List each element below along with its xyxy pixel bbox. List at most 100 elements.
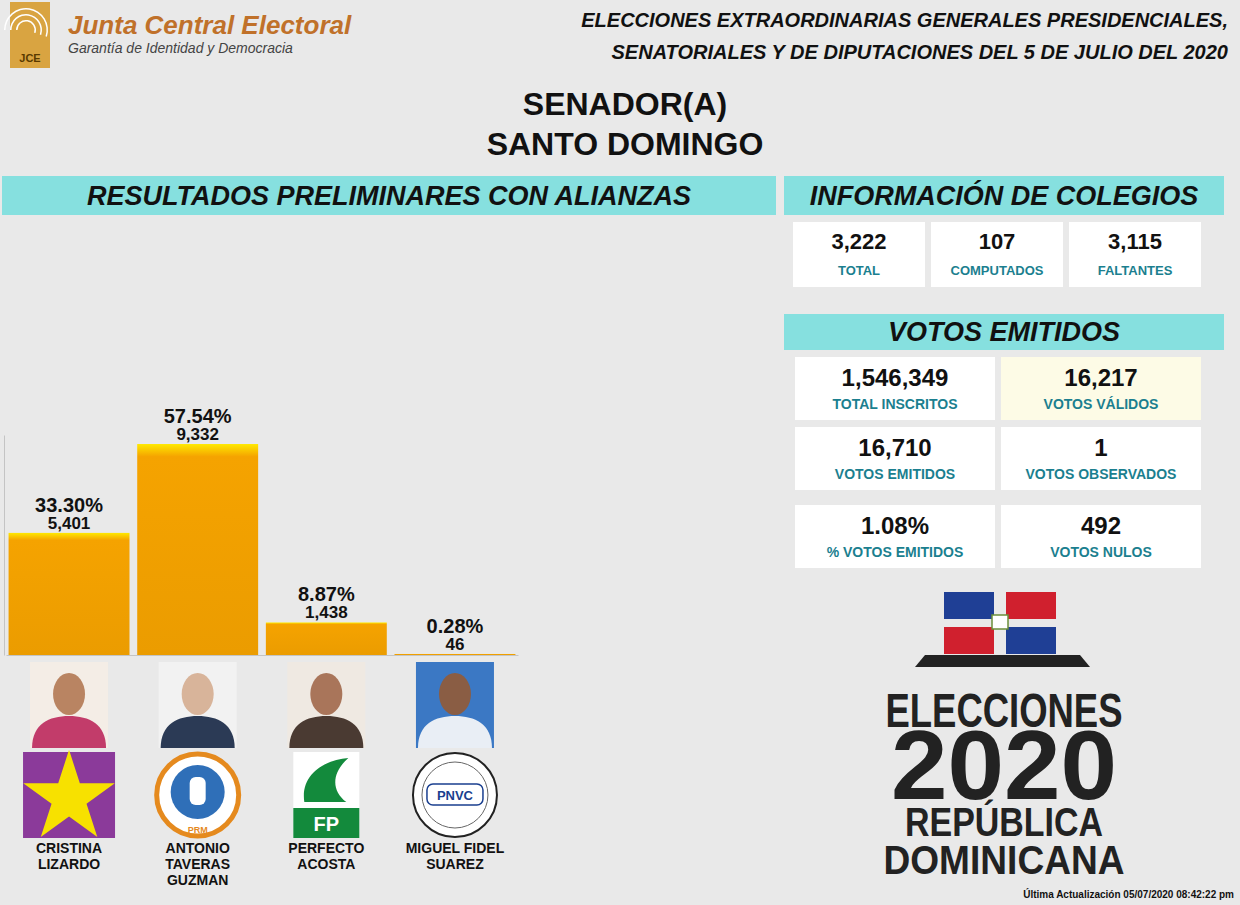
flag-part [944, 592, 994, 619]
band [784, 314, 1224, 350]
card-value: 107 [979, 229, 1016, 254]
logo-inner [171, 765, 225, 819]
card-label: % VOTOS EMITIDOS [827, 544, 964, 560]
candidate-photo [30, 662, 108, 748]
race-province: SANTO DOMINGO [487, 126, 764, 162]
tagline: Garantía de Identidad y Democracia [68, 40, 293, 56]
photo-bg [30, 662, 108, 748]
card-label: VOTOS VÁLIDOS [1044, 396, 1159, 412]
photo-bg [159, 662, 237, 748]
photo-body [32, 716, 106, 748]
bar [395, 654, 516, 655]
band-title: VOTOS EMITIDOS [888, 317, 1120, 347]
card-label: VOTOS OBSERVADOS [1026, 466, 1177, 482]
chart: 33.30%5,40157.54%9,3328.87%1,4380.28%46C… [5, 405, 519, 888]
candidate-name: MIGUEL FIDELSUAREZ [406, 840, 505, 872]
info-card [793, 222, 925, 287]
party-logo: PNVC [413, 753, 497, 837]
candidate-photo [287, 662, 365, 748]
info-card [931, 222, 1063, 287]
flag-emblem [992, 615, 1008, 629]
vote-card [795, 357, 995, 420]
logo-box [427, 784, 483, 805]
bar [137, 444, 258, 655]
party-logo: FP [293, 752, 359, 838]
card-label: VOTOS EMITIDOS [835, 466, 955, 482]
percent-label: 33.30% [35, 494, 103, 516]
bar [9, 533, 130, 655]
logo-star [23, 750, 115, 837]
candidate-photo [159, 662, 237, 748]
logo-ring [157, 754, 239, 836]
photo-bg [416, 662, 494, 748]
footer: Última Actualización 05/07/2020 08:42:22… [1023, 888, 1234, 900]
y-axis-line [4, 436, 5, 656]
card-label: FALTANTES [1098, 263, 1173, 278]
party-label: PRM [188, 825, 208, 835]
band [784, 176, 1224, 215]
x-axis [7, 655, 519, 656]
logo-swirl [16, 20, 36, 33]
card-label: TOTAL INSCRITOS [833, 396, 958, 412]
logo-thumb [190, 777, 206, 805]
header: JCE Junta Central ElectoralGarantía de Id… [4, 2, 1228, 68]
vote-card [1001, 505, 1201, 568]
logo-ring [413, 753, 497, 837]
logo-text: JCE [19, 52, 40, 64]
vote-card [795, 427, 995, 490]
photo-head [53, 673, 85, 715]
party-logo [23, 750, 115, 838]
flag-part [1006, 592, 1056, 619]
card-value: 3,222 [831, 229, 886, 254]
photo-body [418, 716, 492, 748]
ballot-box [915, 655, 1090, 667]
vote-card [1001, 427, 1201, 490]
percent-label: 8.87% [298, 583, 355, 605]
photo-body [289, 716, 363, 748]
flag-part [1006, 627, 1056, 654]
organization: Junta Central Electoral [68, 10, 352, 40]
vote-card [795, 505, 995, 568]
candidate-photo [416, 662, 494, 748]
logo-box [293, 808, 359, 838]
logo-swirl [4, 8, 48, 37]
bars [9, 444, 516, 655]
card-value: 492 [1081, 512, 1121, 539]
party-label: PNVC [437, 788, 474, 803]
photo-bg [287, 662, 365, 748]
bar [266, 622, 387, 655]
card-label: COMPUTADOS [951, 263, 1044, 278]
header-title: ELECCIONES EXTRAORDINARIAS GENERALES PRE… [581, 9, 1228, 31]
info-card [1069, 222, 1201, 287]
card-value: 1,546,349 [842, 364, 949, 391]
vote-label: 46 [446, 635, 465, 654]
card-value: 16,710 [858, 434, 931, 461]
percent-label: 57.54% [164, 405, 232, 427]
band [2, 176, 776, 215]
party-logo: PRM [157, 754, 239, 836]
logo-inner [422, 762, 488, 828]
logo-bg [293, 752, 359, 838]
vote-card [1001, 357, 1201, 420]
flag-part [944, 627, 994, 654]
band-title: INFORMACIÓN DE COLEGIOS [810, 180, 1199, 211]
brand-text: DOMINICANA [884, 838, 1125, 882]
candidate-name: PERFECTOACOSTA [288, 840, 364, 872]
card-value: 1.08% [861, 512, 929, 539]
percent-label: 0.28% [427, 615, 484, 637]
brand: ELECCIONES2020REPÚBLICADOMINICANA [884, 592, 1125, 882]
card-value: 3,115 [1108, 229, 1162, 254]
candidate-name: CRISTINALIZARDO [36, 840, 102, 872]
y-axis [4, 436, 5, 656]
band-title: RESULTADOS PRELIMINARES CON ALIANZAS [87, 181, 691, 211]
x-axis-line [7, 655, 519, 656]
card-value: 16,217 [1064, 364, 1137, 391]
card-label: TOTAL [838, 263, 880, 278]
race-office: SENADOR(A) [523, 86, 727, 122]
logo-leaf [304, 758, 348, 802]
header-title: SENATORIALES Y DE DIPUTACIONES DEL 5 DE … [612, 41, 1228, 63]
photo-head [439, 673, 471, 715]
logo-swirl [10, 14, 42, 35]
photo-head [182, 673, 214, 715]
vote-label: 9,332 [176, 425, 219, 444]
